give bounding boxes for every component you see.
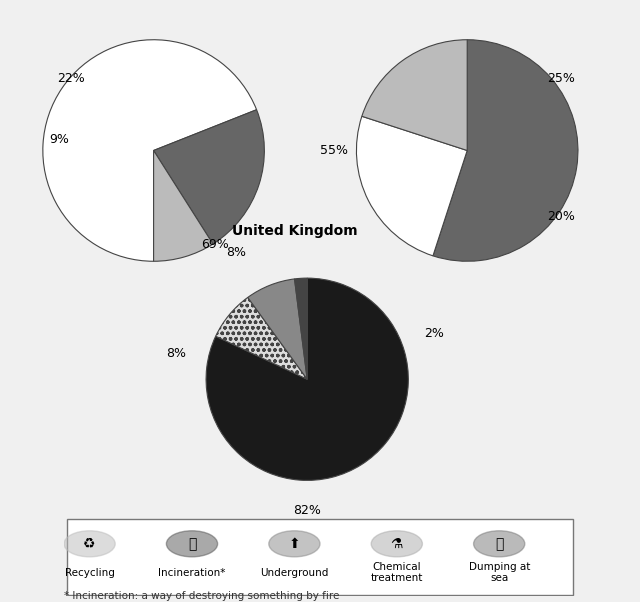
Text: 55%: 55% bbox=[320, 144, 348, 157]
Circle shape bbox=[166, 531, 218, 557]
Text: ⚗: ⚗ bbox=[390, 537, 403, 551]
Wedge shape bbox=[154, 150, 213, 261]
Text: * Incineration: a way of destroying something by fire: * Incineration: a way of destroying some… bbox=[64, 591, 339, 601]
Text: 8%: 8% bbox=[166, 347, 186, 361]
Text: 9%: 9% bbox=[49, 133, 69, 146]
Title: United Kingdom: United Kingdom bbox=[232, 223, 357, 238]
Wedge shape bbox=[362, 40, 467, 150]
Wedge shape bbox=[433, 40, 578, 261]
Text: Recycling: Recycling bbox=[65, 568, 115, 577]
FancyBboxPatch shape bbox=[67, 519, 573, 595]
Text: 2%: 2% bbox=[424, 327, 444, 340]
Text: ⬆: ⬆ bbox=[289, 537, 300, 551]
Wedge shape bbox=[154, 110, 264, 244]
Text: 22%: 22% bbox=[57, 72, 84, 85]
Circle shape bbox=[474, 531, 525, 557]
Text: ♻: ♻ bbox=[83, 537, 96, 551]
Wedge shape bbox=[294, 278, 307, 379]
Text: 69%: 69% bbox=[201, 238, 228, 251]
Wedge shape bbox=[356, 116, 467, 256]
Text: Dumping at
sea: Dumping at sea bbox=[468, 562, 530, 583]
Circle shape bbox=[269, 531, 320, 557]
Wedge shape bbox=[216, 297, 307, 379]
Wedge shape bbox=[248, 279, 307, 379]
Text: Underground: Underground bbox=[260, 568, 328, 577]
Text: Incineration*: Incineration* bbox=[158, 568, 226, 577]
Wedge shape bbox=[43, 40, 257, 261]
Circle shape bbox=[64, 531, 115, 557]
Text: 8%: 8% bbox=[227, 246, 246, 259]
Text: 82%: 82% bbox=[293, 504, 321, 517]
Text: 〰: 〰 bbox=[495, 537, 504, 551]
Text: Chemical
treatment: Chemical treatment bbox=[371, 562, 423, 583]
Text: 🔥: 🔥 bbox=[188, 537, 196, 551]
Text: 20%: 20% bbox=[547, 211, 575, 223]
Text: 25%: 25% bbox=[547, 72, 575, 85]
Circle shape bbox=[371, 531, 422, 557]
Wedge shape bbox=[206, 278, 408, 480]
